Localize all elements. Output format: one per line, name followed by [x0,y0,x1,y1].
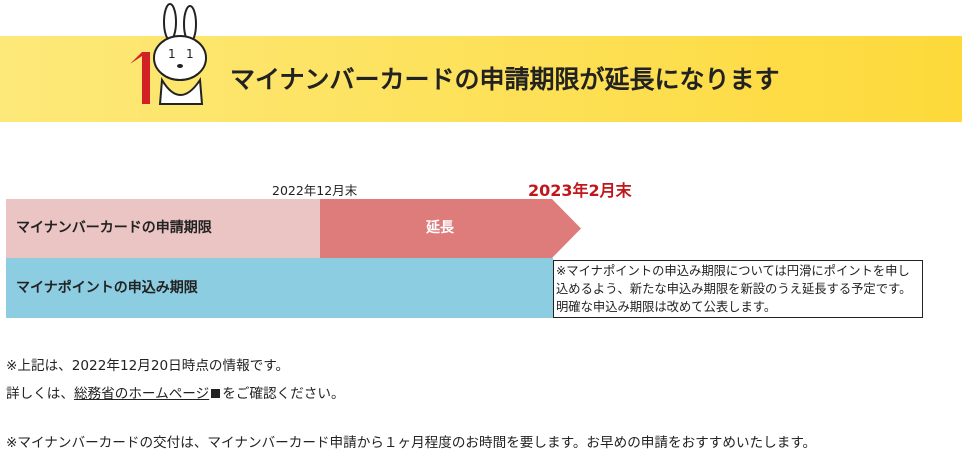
icon [211,389,221,398]
extension-arrow [320,199,581,258]
svg-text:1: 1 [186,47,194,61]
extension-label: 延長 [426,220,454,236]
link[interactable]: 総務省のホームページ [73,386,210,402]
note: 詳しくは、総務省のホームページ をご確認ください。 [6,382,345,402]
svg-text:1: 1 [168,47,176,61]
row-label: マイナンバーカードの申請期限 [6,199,320,258]
text: 詳しくは、 [6,386,74,402]
title: マイナンバーカードの申請期限が延長になります [230,65,780,94]
note: ※マイナンバーカードの交付は、マイナンバーカード申請から１ヶ月程度のお時間を要し… [6,435,817,451]
row-label: マイナポイントの申込み期限 [6,258,553,318]
text: をご確認ください。 [222,386,345,402]
note-box: ※マイナポイントの申込み期限については円滑にポイントを申し込めるよう、新たな申込… [553,260,923,318]
note: ※上記は、2022年12月20日時点の情報です。 [6,358,290,374]
date-end: 2023年2月末 [528,181,632,200]
date-start: 2022年12月末 [272,183,358,198]
